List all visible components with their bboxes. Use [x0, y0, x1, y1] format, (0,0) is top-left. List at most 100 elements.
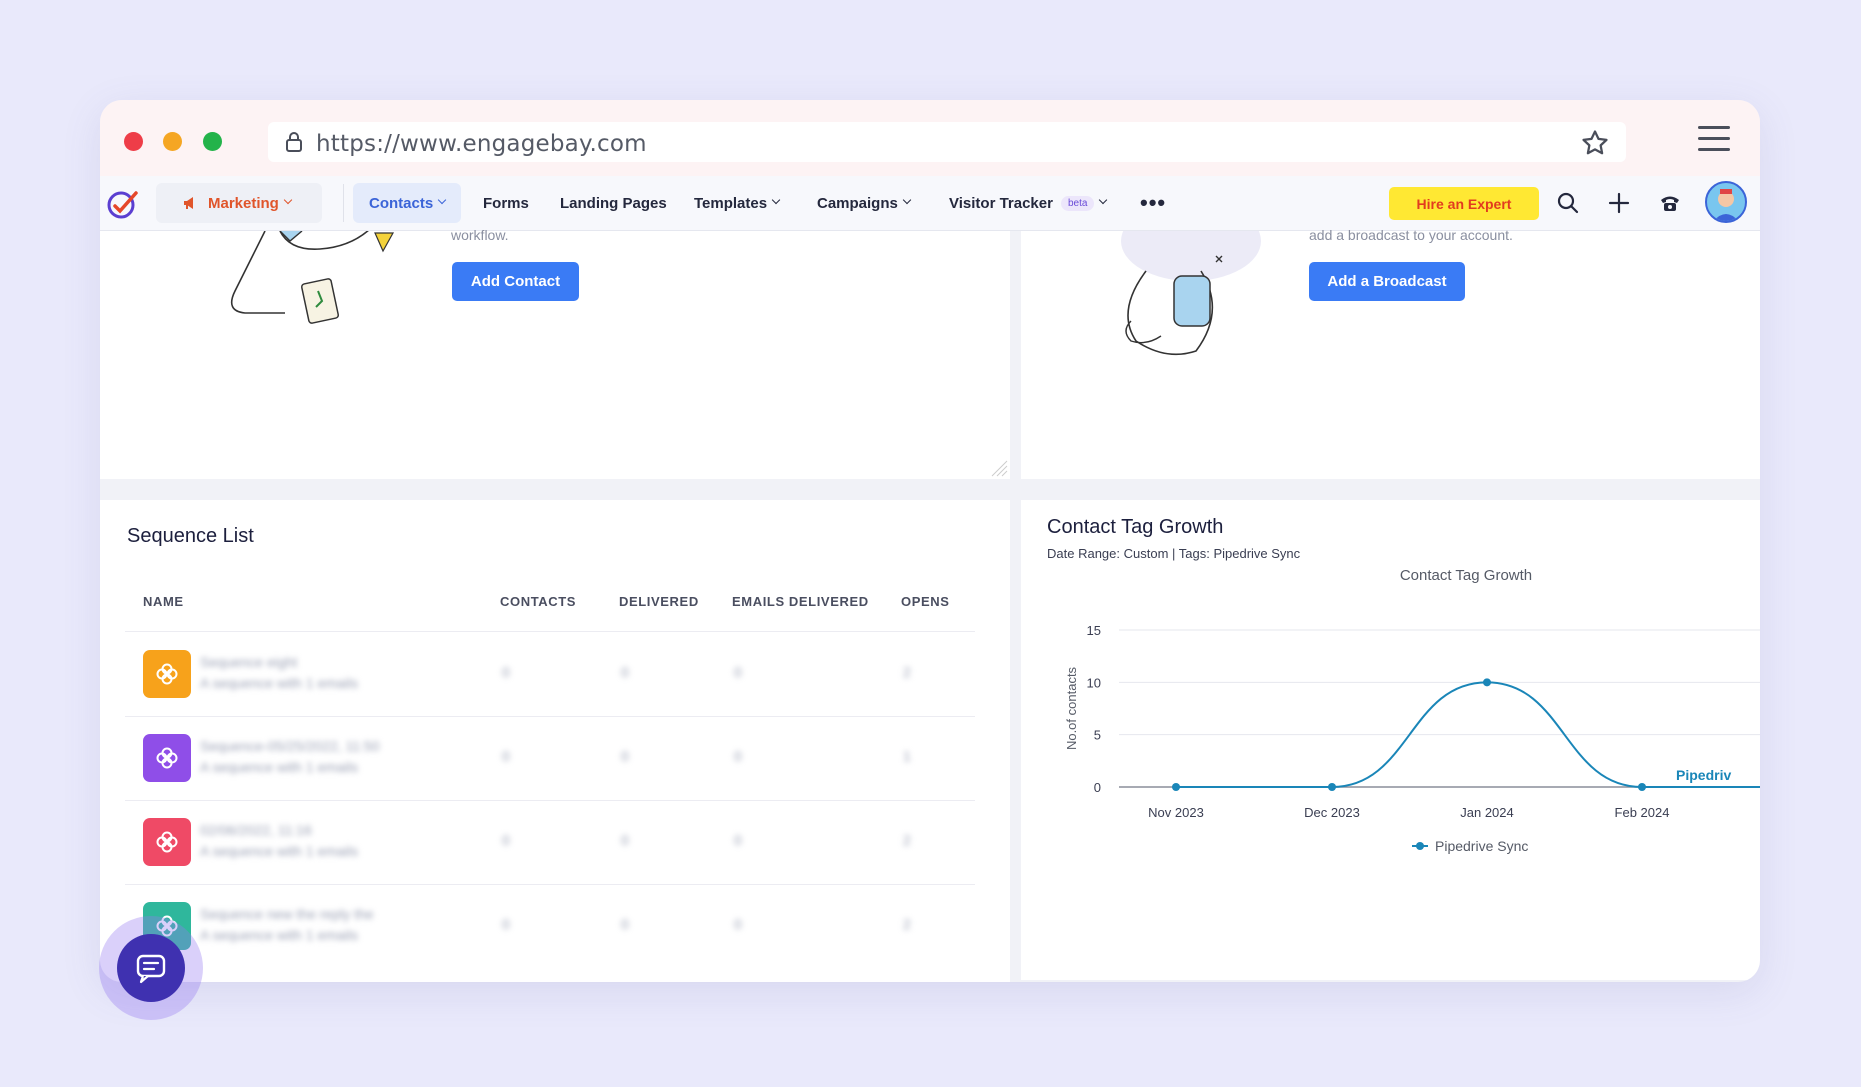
- sequence-delivered-cell: 0: [621, 916, 629, 932]
- chevron-down-icon: [771, 195, 781, 205]
- hire-expert-button[interactable]: Hire an Expert: [1389, 187, 1539, 220]
- sequence-opens-cell: 1: [903, 748, 911, 764]
- sequence-opens-cell: 2: [903, 916, 911, 932]
- sequence-emails-delivered-cell: 0: [734, 832, 742, 848]
- row-divider: [125, 716, 975, 717]
- add-contact-button[interactable]: Add Contact: [452, 262, 579, 301]
- sequence-list-panel: Sequence List NAME CONTACTS DELIVERED EM…: [100, 500, 1010, 982]
- sequence-opens-cell: 2: [903, 664, 911, 680]
- sequence-emails-delivered-cell: 0: [734, 748, 742, 764]
- legend-marker: [1416, 842, 1424, 850]
- legend-label: Pipedrive Sync: [1435, 838, 1528, 854]
- y-tick-label: 5: [1094, 728, 1101, 743]
- sequence-subtitle: A sequence with 1 emails: [200, 759, 358, 775]
- sequence-icon: [143, 650, 191, 698]
- y-tick-label: 0: [1094, 780, 1101, 795]
- module-label: Marketing: [208, 194, 279, 212]
- app-navbar: Marketing Contacts Forms Landing Pages T…: [100, 176, 1760, 231]
- browser-menu-icon[interactable]: [1698, 126, 1730, 152]
- nav-campaigns-label: Campaigns: [817, 194, 898, 212]
- chevron-down-icon: [902, 195, 912, 205]
- phone-icon[interactable]: [1657, 190, 1683, 216]
- nav-templates[interactable]: Templates: [694, 183, 781, 223]
- sequence-name[interactable]: Sequence eight: [200, 654, 298, 670]
- series-end-label: Pipedriv: [1676, 767, 1731, 783]
- nav-visitor-tracker[interactable]: Visitor Tracker beta: [949, 183, 1108, 223]
- row-divider: [125, 800, 975, 801]
- sequence-opens-cell: 2: [903, 832, 911, 848]
- browser-toolbar: https://www.engagebay.com: [100, 100, 1760, 176]
- nav-forms[interactable]: Forms: [483, 183, 529, 223]
- nav-contacts[interactable]: Contacts: [353, 183, 462, 223]
- data-point: [1172, 783, 1180, 791]
- chart-title: Contact Tag Growth: [1400, 567, 1532, 584]
- sequence-subtitle: A sequence with 1 emails: [200, 927, 358, 943]
- nav-landing-pages[interactable]: Landing Pages: [560, 183, 667, 223]
- sequence-contacts-cell: 0: [502, 664, 510, 680]
- sequence-name[interactable]: 02/06/2022, 11:16: [200, 822, 312, 838]
- column-header-opens[interactable]: OPENS: [901, 594, 950, 609]
- y-axis-label: No.of contacts: [1064, 666, 1079, 750]
- resize-handle-icon[interactable]: [988, 457, 1008, 477]
- chevron-down-icon: [283, 195, 293, 205]
- card-description: add a broadcast to your account.: [1309, 227, 1513, 243]
- sequence-icon: [143, 734, 191, 782]
- sequence-delivered-cell: 0: [621, 748, 629, 764]
- nav-campaigns[interactable]: Campaigns: [817, 183, 912, 223]
- address-bar[interactable]: https://www.engagebay.com: [268, 122, 1626, 162]
- contact-illustration: [230, 231, 395, 324]
- chat-widget-button[interactable]: [117, 934, 185, 1002]
- sequence-subtitle: A sequence with 1 emails: [200, 675, 358, 691]
- nav-visitor-tracker-label: Visitor Tracker: [949, 194, 1053, 212]
- x-tick-label: Jan 2024: [1460, 805, 1514, 820]
- y-tick-label: 10: [1087, 675, 1101, 690]
- y-tick-label: 15: [1087, 623, 1101, 638]
- nav-forms-label: Forms: [483, 194, 529, 212]
- x-tick-label: Feb 2024: [1615, 805, 1670, 820]
- sequence-list-title: Sequence List: [127, 525, 254, 547]
- data-point: [1328, 783, 1336, 791]
- chat-icon: [136, 954, 166, 984]
- more-menu-icon[interactable]: •••: [1140, 190, 1167, 215]
- nav-divider: [343, 184, 344, 222]
- bookmark-star-icon[interactable]: [1580, 128, 1610, 158]
- megaphone-icon: [182, 195, 198, 215]
- sequence-delivered-cell: 0: [621, 664, 629, 680]
- sequence-emails-delivered-cell: 0: [734, 916, 742, 932]
- sequence-name[interactable]: Sequence new the reply the: [200, 906, 374, 922]
- contact-tag-growth-title: Contact Tag Growth: [1047, 516, 1224, 538]
- module-switcher[interactable]: Marketing: [156, 183, 322, 223]
- lock-icon: [286, 132, 302, 152]
- row-divider: [125, 631, 975, 632]
- nav-templates-label: Templates: [694, 194, 768, 212]
- broadcast-illustration: [1121, 231, 1261, 356]
- column-header-name[interactable]: NAME: [143, 594, 184, 609]
- minimize-window-button[interactable]: [163, 132, 182, 151]
- data-point: [1483, 678, 1491, 687]
- get-started-contact-card: workflow. Add Contact: [100, 227, 1010, 479]
- chevron-down-icon: [1099, 195, 1108, 205]
- get-started-broadcast-card: add a broadcast to your account. Add a B…: [1021, 227, 1760, 479]
- x-tick-label: Dec 2023: [1304, 805, 1360, 820]
- close-window-button[interactable]: [124, 132, 143, 151]
- row-divider: [125, 884, 975, 885]
- column-header-emails-delivered[interactable]: EMAILS DELIVERED: [732, 594, 869, 609]
- card-description: workflow.: [451, 227, 509, 243]
- engagebay-logo-icon[interactable]: [106, 187, 140, 221]
- maximize-window-button[interactable]: [203, 132, 222, 151]
- line-chart: Contact Tag Growth 0 5 10 15 No.of contacts No…: [1064, 567, 1760, 854]
- sequence-contacts-cell: 0: [502, 832, 510, 848]
- search-icon[interactable]: [1555, 190, 1581, 216]
- x-tick-label: Nov 2023: [1148, 805, 1204, 820]
- url-text: https://www.engagebay.com: [316, 131, 647, 157]
- contact-tag-growth-subtitle: Date Range: Custom | Tags: Pipedrive Syn…: [1047, 546, 1301, 561]
- add-icon[interactable]: [1606, 190, 1632, 216]
- beta-badge: beta: [1060, 195, 1095, 211]
- column-header-delivered[interactable]: DELIVERED: [619, 594, 699, 609]
- chevron-down-icon: [437, 195, 447, 205]
- add-broadcast-button[interactable]: Add a Broadcast: [1309, 262, 1465, 301]
- sequence-icon: [143, 818, 191, 866]
- column-header-contacts[interactable]: CONTACTS: [500, 594, 577, 609]
- user-avatar[interactable]: [1705, 181, 1747, 223]
- sequence-name[interactable]: Sequence-05/25/2022, 11:50: [200, 738, 380, 754]
